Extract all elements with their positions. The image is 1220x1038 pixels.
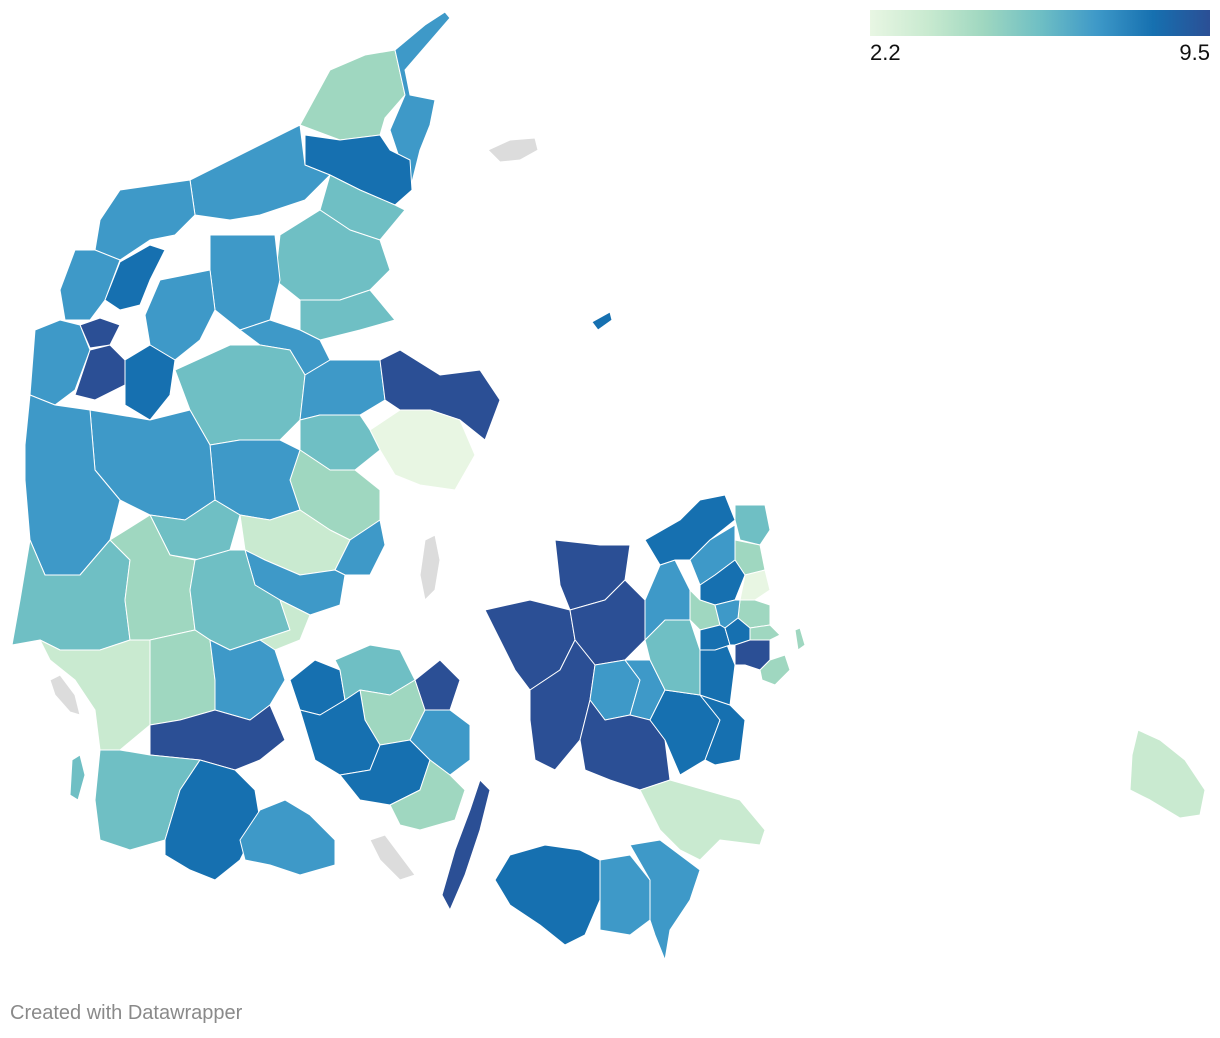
credit-text: Created with Datawrapper xyxy=(10,1002,243,1024)
region-syddjurs[interactable] xyxy=(369,409,476,491)
region-mors[interactable] xyxy=(104,244,166,311)
legend-min-label: 2.2 xyxy=(870,40,901,65)
region-saltholm[interactable] xyxy=(794,627,806,651)
region-jammerbugt[interactable] xyxy=(94,179,196,261)
region-struer[interactable] xyxy=(79,317,121,349)
region-assens[interactable] xyxy=(299,689,381,776)
region-thisted-north[interactable] xyxy=(189,124,331,221)
region-rebild[interactable] xyxy=(144,269,216,361)
region-frederikshavn[interactable] xyxy=(389,11,451,191)
color-legend: 2.2 9.5 xyxy=(870,10,1210,70)
region-aalborg[interactable] xyxy=(274,209,391,301)
region-skive[interactable] xyxy=(124,344,176,421)
region-laeso[interactable] xyxy=(487,137,539,163)
region-sonderborg[interactable] xyxy=(239,799,336,876)
region-ringkobing[interactable] xyxy=(24,394,121,576)
region-skagen[interactable] xyxy=(299,49,406,141)
region-kolding[interactable] xyxy=(209,639,286,721)
region-vordingborg[interactable] xyxy=(629,839,701,961)
region-norddjurs[interactable] xyxy=(379,349,501,441)
legend-max-label: 9.5 xyxy=(1179,40,1210,65)
region-vesthimmerland[interactable] xyxy=(209,234,281,331)
region-kerteminde[interactable] xyxy=(414,659,461,711)
region-gentofte[interactable] xyxy=(749,624,781,641)
region-samso[interactable] xyxy=(419,534,441,601)
region-langeland[interactable] xyxy=(441,779,491,911)
region-nyborg[interactable] xyxy=(409,709,471,776)
region-fano[interactable] xyxy=(69,754,86,801)
region-svendborg[interactable] xyxy=(389,759,466,831)
region-aabenraa[interactable] xyxy=(164,759,261,881)
region-romo[interactable] xyxy=(49,674,81,716)
region-helsingor[interactable] xyxy=(734,504,771,546)
region-lolland[interactable] xyxy=(494,844,601,946)
region-amager[interactable] xyxy=(759,654,791,686)
region-anholt[interactable] xyxy=(591,311,613,331)
region-mon[interactable] xyxy=(639,779,766,861)
region-stevns[interactable] xyxy=(699,694,746,766)
region-vejen[interactable] xyxy=(149,629,216,726)
region-horsholm[interactable] xyxy=(739,569,771,601)
region-halsnaes[interactable] xyxy=(644,494,736,566)
legend-gradient-bar xyxy=(870,10,1210,36)
region-bornholm[interactable] xyxy=(1129,729,1206,819)
region-aero[interactable] xyxy=(369,834,416,881)
